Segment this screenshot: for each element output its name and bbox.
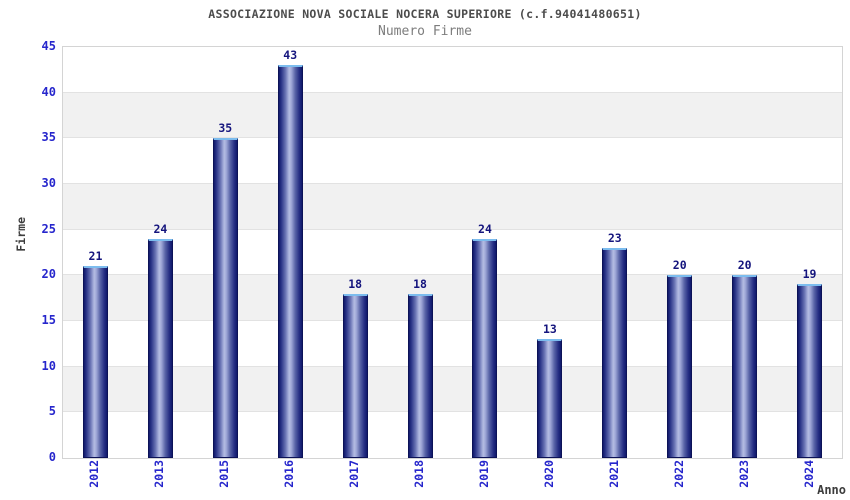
gridline — [63, 365, 842, 367]
bar-value-label: 18 — [348, 276, 363, 291]
bar-2020 — [537, 339, 563, 458]
y-tick-label: 30 — [41, 176, 56, 190]
y-tick-label: 20 — [41, 267, 56, 282]
x-tick-label: 2020 — [541, 460, 556, 488]
x-tick-label: 2013 — [152, 460, 167, 488]
bar-2012 — [82, 266, 108, 458]
bar-value-label: 18 — [413, 276, 427, 291]
gridline — [63, 320, 842, 321]
x-tick-label: 2022 — [671, 460, 686, 488]
background-band — [63, 229, 842, 276]
gridline — [63, 183, 842, 184]
x-tick-label: 2016 — [282, 460, 297, 488]
bar-2019 — [472, 238, 498, 458]
bar-2017 — [342, 293, 368, 458]
bar-2013 — [147, 238, 173, 458]
bar-2023 — [732, 275, 758, 458]
x-tick-label: 2017 — [347, 460, 362, 488]
x-tick-label: 2019 — [476, 460, 491, 488]
y-tick-label: 25 — [41, 221, 56, 236]
x-tick-label: 2021 — [606, 460, 621, 488]
background-band — [63, 138, 842, 184]
x-axis-title: Anno — [817, 483, 846, 497]
bar-value-label: 43 — [283, 48, 298, 63]
bar-value-label: 24 — [478, 221, 492, 236]
y-tick-label: 0 — [48, 450, 56, 464]
gridline — [63, 274, 842, 276]
background-band — [63, 47, 842, 93]
gridline — [63, 91, 842, 93]
chart-title: ASSOCIAZIONE NOVA SOCIALE NOCERA SUPERIO… — [208, 7, 642, 21]
y-tick-label: 40 — [41, 84, 56, 99]
x-tick-label: 2015 — [217, 460, 232, 488]
gridline — [63, 137, 842, 139]
bar-2024 — [797, 284, 823, 458]
background-band — [63, 275, 842, 321]
x-tick-label: 2012 — [87, 460, 102, 488]
background-band — [63, 92, 842, 139]
bar-2022 — [667, 275, 693, 458]
plot-area: 21 24 35 43 18 18 24 13 23 20 20 19 — [62, 46, 843, 459]
bar-value-label: 13 — [542, 322, 557, 337]
bar-2015 — [212, 138, 238, 458]
y-tick-label: 45 — [41, 39, 56, 53]
x-tick-label: 2023 — [736, 460, 751, 488]
background-band — [63, 321, 842, 367]
gridline — [63, 411, 842, 413]
y-tick-label: 35 — [41, 130, 56, 145]
bar-value-label: 24 — [153, 221, 168, 236]
bar-2016 — [277, 65, 303, 458]
bar-2021 — [602, 247, 628, 458]
chart-subtitle: Numero Firme — [378, 24, 472, 39]
y-tick-label: 15 — [41, 313, 56, 327]
bar-value-label: 23 — [607, 230, 622, 245]
bar-value-label: 19 — [802, 267, 817, 282]
bar-2018 — [407, 293, 433, 458]
background-band — [63, 184, 842, 230]
bar-value-label: 20 — [672, 258, 687, 273]
bar-value-label: 35 — [218, 121, 233, 136]
y-tick-label: 5 — [48, 404, 56, 419]
background-band — [63, 412, 842, 458]
background-band — [63, 366, 842, 413]
x-tick-label: 2018 — [412, 460, 427, 488]
x-tick-label: 2024 — [801, 460, 816, 488]
gridline — [63, 228, 842, 230]
bar-value-label: 21 — [88, 249, 103, 264]
y-tick-label: 10 — [41, 358, 56, 373]
bar-value-label: 20 — [737, 258, 752, 273]
